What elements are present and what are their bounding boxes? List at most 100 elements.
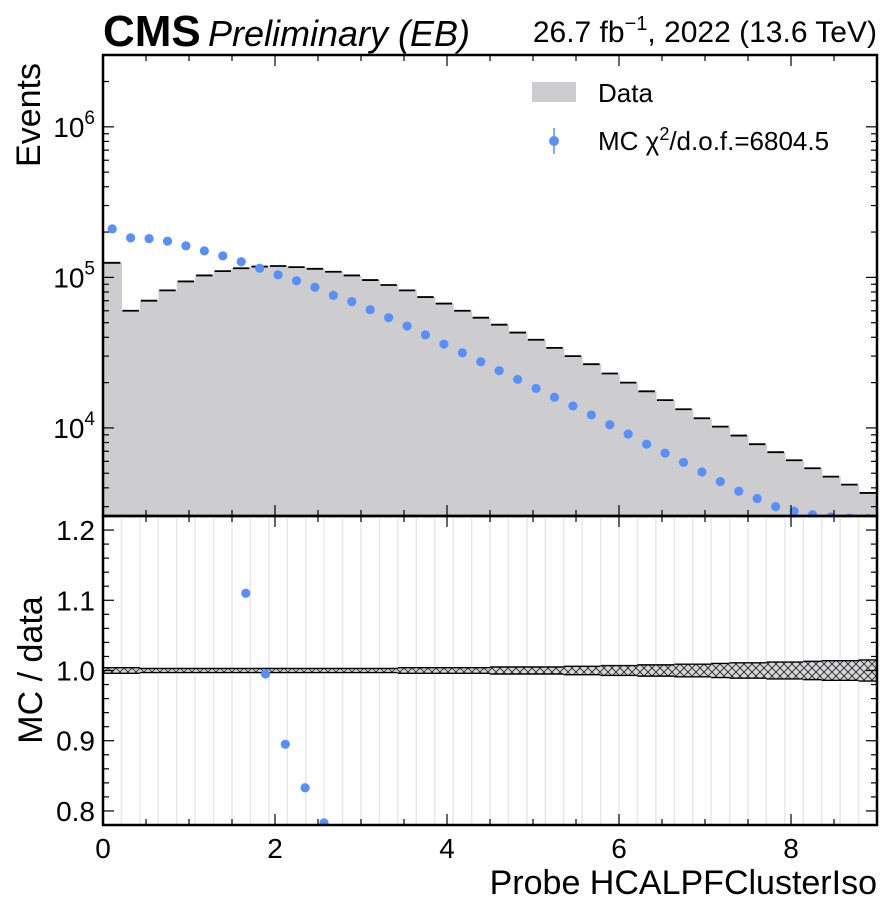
data-bar <box>840 484 860 516</box>
ratio-point <box>319 818 329 825</box>
mc-point <box>236 257 246 267</box>
uncertainty-hatch <box>232 668 251 673</box>
legend-data-label: Data <box>598 78 653 108</box>
data-bar <box>729 435 749 516</box>
x-tick-label: 6 <box>611 833 627 864</box>
ratio-points <box>241 588 329 825</box>
ratio-y-tick-label: 1.1 <box>56 585 95 616</box>
mc-point <box>531 383 541 394</box>
y-tick-exponent: 4 <box>84 409 95 430</box>
uncertainty-hatch <box>471 667 491 674</box>
x-tick-label: 0 <box>95 833 111 864</box>
mc-point <box>199 246 209 256</box>
mc-point <box>605 420 615 430</box>
ratio-frame <box>101 514 879 827</box>
uncertainty-hatch <box>674 664 694 677</box>
experiment-label: CMS <box>103 7 201 56</box>
ratio-point <box>241 588 251 598</box>
mc-point <box>549 392 560 402</box>
y-tick-label: 104 <box>53 409 95 444</box>
lumi-exponent: −1 <box>625 13 648 35</box>
data-bar <box>766 452 786 516</box>
data-bar <box>379 284 399 516</box>
data-bar <box>305 268 325 516</box>
mc-point <box>734 486 744 496</box>
lumi-suffix: , 2022 (13.6 TeV) <box>647 16 877 49</box>
mc-point <box>439 339 449 349</box>
mc-point <box>513 374 523 385</box>
data-bar <box>287 267 307 516</box>
mc-point <box>494 366 504 376</box>
uncertainty-hatch <box>637 664 657 677</box>
data-bar <box>250 266 270 516</box>
mc-point <box>291 276 302 286</box>
legend-mc-sup: 2 <box>659 124 669 144</box>
mc-point <box>642 439 652 449</box>
x-tick-label: 4 <box>439 833 455 864</box>
mc-point <box>273 270 283 280</box>
data-bar <box>195 275 215 516</box>
data-bar <box>545 347 565 516</box>
uncertainty-hatch <box>287 668 307 673</box>
legend: Data MC χ2/d.o.f.=6804.5 <box>532 78 829 156</box>
data-bar <box>748 444 768 516</box>
uncertainty-hatch <box>324 668 344 673</box>
uncertainty-hatch <box>655 664 675 677</box>
ratio-y-tick-label: 0.8 <box>56 796 95 827</box>
data-histogram <box>103 261 877 516</box>
y-axis-label-main: Events <box>10 63 48 167</box>
legend-mc-label: MC χ2/d.o.f.=6804.5 <box>598 124 829 156</box>
uncertainty-hatch <box>416 667 436 674</box>
ratio-panel: 0.8 0.9 1.0 1.1 1.2 0 2 4 6 8 MC / data Probe HCA… <box>12 514 879 902</box>
data-bar <box>232 268 252 516</box>
data-bar <box>176 281 196 516</box>
mc-point <box>715 477 725 487</box>
data-bar <box>471 317 491 516</box>
data-bar <box>453 310 473 516</box>
uncertainty-hatch <box>490 666 509 675</box>
mc-point <box>771 502 781 512</box>
ratio-uncertainty-band <box>103 659 877 682</box>
uncertainty-hatch <box>139 668 159 673</box>
mc-point <box>586 410 596 420</box>
data-bar <box>213 271 233 516</box>
uncertainty-hatch <box>748 662 767 679</box>
mc-point <box>218 251 228 261</box>
mc-point <box>402 321 412 331</box>
data-bar <box>600 373 620 516</box>
y-tick-base: 10 <box>53 262 84 293</box>
mc-point <box>126 233 136 243</box>
uncertainty-hatch <box>729 662 749 679</box>
uncertainty-hatch <box>821 660 841 681</box>
uncertainty-hatch <box>784 662 804 679</box>
mc-point <box>623 429 633 439</box>
mc-point <box>678 457 689 468</box>
uncertainty-hatch <box>619 665 638 676</box>
data-bar <box>103 262 123 516</box>
ratio-y-tick-label: 1.0 <box>56 656 95 687</box>
data-bar <box>563 356 583 516</box>
data-bar <box>526 339 546 516</box>
data-bar <box>582 364 602 516</box>
y-tick-base: 10 <box>53 413 84 444</box>
mc-point <box>752 493 762 504</box>
uncertainty-hatch <box>379 668 399 673</box>
mc-point <box>660 448 670 458</box>
mc-point <box>347 297 357 307</box>
y-tick-base: 10 <box>53 112 84 143</box>
mc-point <box>789 506 799 516</box>
uncertainty-hatch <box>508 666 528 675</box>
mc-point <box>384 313 394 323</box>
uncertainty-hatch <box>526 666 546 675</box>
x-axis-label: Probe HCALPFClusterIso <box>490 864 877 902</box>
y-tick-label: 106 <box>53 108 95 143</box>
mc-point <box>162 236 173 246</box>
uncertainty-hatch <box>268 668 288 673</box>
status-label: Preliminary (EB) <box>208 13 470 54</box>
uncertainty-hatch <box>176 668 196 673</box>
uncertainty-hatch <box>582 666 602 675</box>
x-tick-label: 2 <box>267 833 283 864</box>
uncertainty-hatch <box>195 668 215 673</box>
uncertainty-hatch <box>453 667 473 674</box>
